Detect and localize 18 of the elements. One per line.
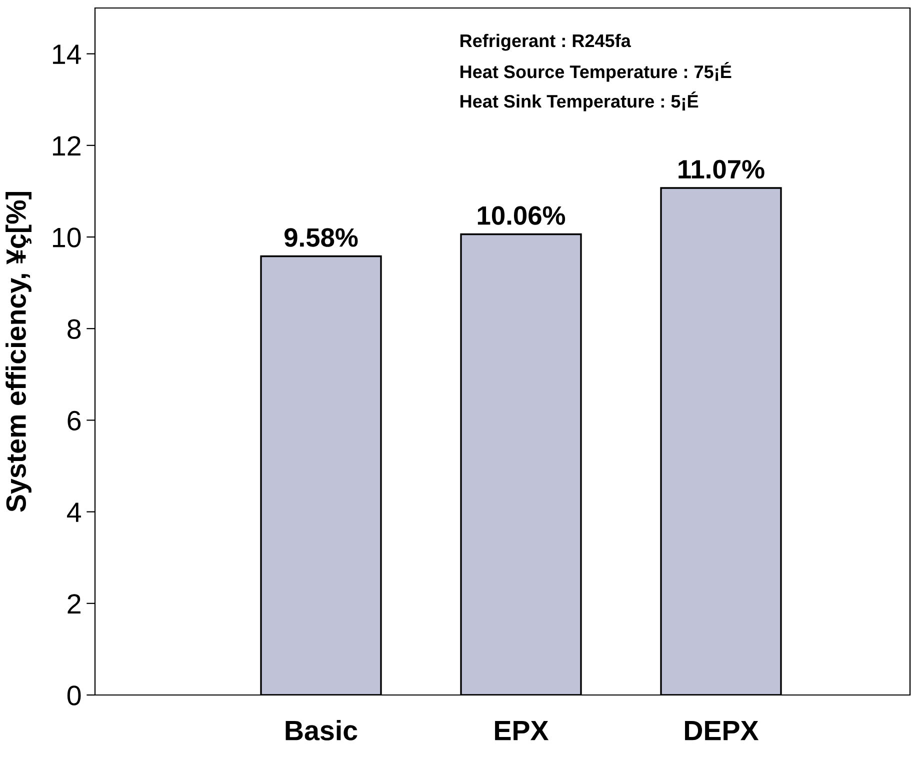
y-tick-label: 10	[53, 228, 81, 248]
x-tick-label: EPX	[495, 721, 549, 740]
y-tick-label: 14	[53, 44, 81, 64]
y-tick-label: 12	[53, 136, 80, 156]
data-label: 10.06%	[478, 206, 566, 225]
annotation: Heat Sink Temperature : 5¡É	[460, 92, 698, 112]
annotation: Heat Source Temperature : 75¡É	[460, 62, 732, 82]
data-label: 9.58%	[284, 228, 358, 247]
y-tick-label: 8	[68, 319, 81, 339]
y-tick-label: 0	[67, 686, 81, 706]
y-tick-label: 2	[68, 594, 80, 614]
data-label: 11.07%	[678, 160, 764, 179]
x-tick-label: DEPX	[685, 721, 759, 740]
y-axis-title: System efficiency, ¥ç[%]	[6, 192, 32, 512]
y-tick-label: 4	[66, 502, 81, 522]
y-tick-label: 6	[68, 410, 81, 431]
x-tick-label: Basic	[286, 720, 358, 740]
annotation: Refrigerant : R245fa	[460, 34, 631, 51]
